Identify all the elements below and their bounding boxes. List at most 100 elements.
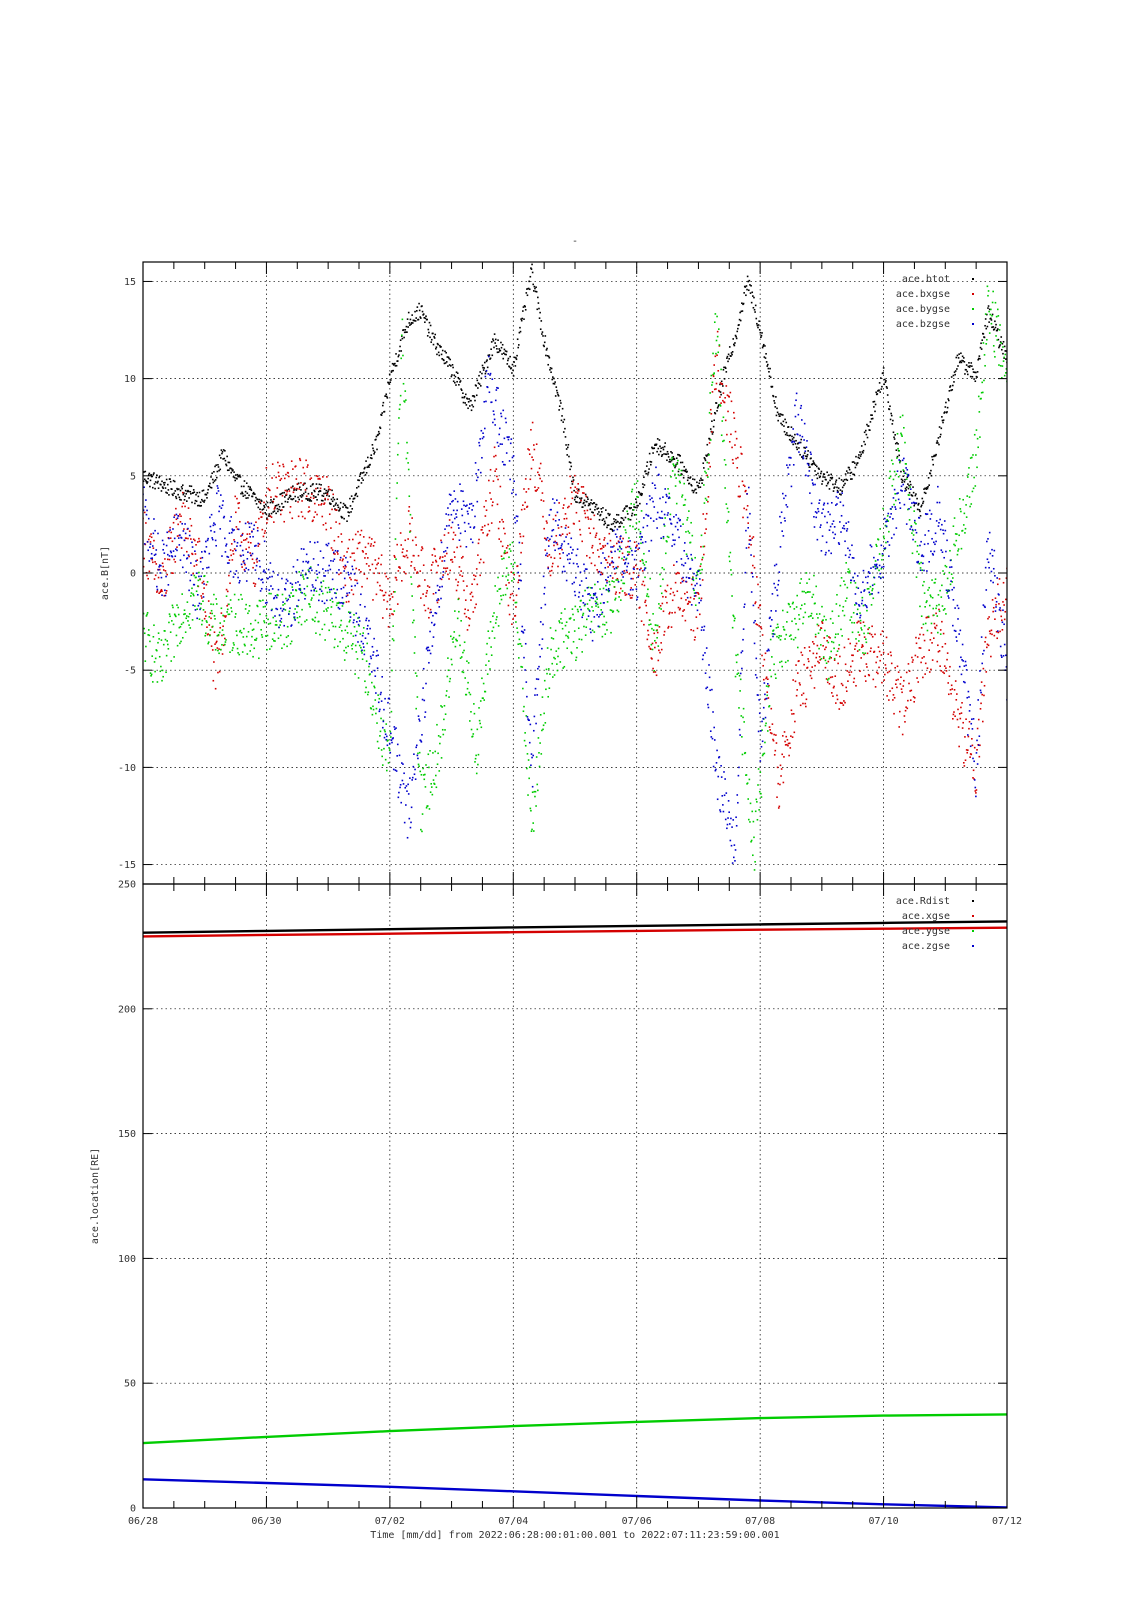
- data-point: [152, 547, 155, 549]
- data-point: [553, 383, 556, 385]
- data-point: [319, 487, 322, 490]
- data-point: [648, 645, 650, 648]
- data-point: [644, 470, 647, 472]
- data-point: [337, 536, 340, 538]
- data-point: [255, 496, 257, 499]
- data-point: [778, 805, 781, 808]
- data-point: [778, 634, 781, 637]
- data-point: [312, 497, 315, 500]
- data-point: [526, 767, 528, 770]
- data-point: [442, 574, 445, 576]
- data-point: [717, 351, 720, 354]
- data-point: [621, 517, 624, 520]
- data-point: [1003, 618, 1006, 621]
- data-point: [311, 569, 313, 572]
- data-point: [356, 547, 359, 550]
- data-point: [633, 483, 636, 485]
- data-point: [954, 680, 957, 682]
- data-point: [962, 524, 965, 526]
- data-point: [790, 634, 792, 636]
- data-point: [316, 576, 319, 579]
- data-point: [236, 473, 239, 476]
- data-point: [554, 381, 556, 383]
- data-point: [662, 448, 665, 451]
- data-point: [449, 559, 452, 561]
- data-point: [637, 548, 639, 551]
- data-point: [725, 371, 728, 373]
- data-point: [340, 619, 343, 622]
- data-point: [379, 735, 381, 737]
- data-point: [742, 516, 744, 519]
- data-point: [570, 465, 573, 468]
- data-point: [444, 350, 446, 353]
- data-point: [223, 515, 226, 518]
- data-point: [968, 467, 970, 469]
- data-point: [855, 684, 857, 687]
- data-point: [628, 551, 631, 553]
- data-point: [785, 735, 788, 738]
- data-point: [175, 507, 177, 510]
- data-point: [664, 589, 667, 592]
- data-point: [408, 322, 411, 324]
- data-point: [980, 342, 982, 345]
- data-point: [626, 545, 629, 548]
- data-point: [354, 494, 356, 497]
- data-point: [212, 679, 215, 682]
- data-point: [403, 401, 406, 403]
- data-point: [375, 567, 377, 570]
- data-point: [261, 578, 264, 581]
- data-point: [407, 783, 409, 786]
- data-point: [562, 641, 565, 643]
- data-point: [276, 608, 279, 611]
- data-point: [765, 677, 767, 680]
- data-point: [243, 643, 246, 646]
- data-point: [851, 621, 853, 624]
- data-point: [208, 485, 211, 487]
- data-point: [935, 612, 937, 615]
- data-point: [436, 353, 438, 356]
- data-point: [383, 708, 385, 711]
- data-point: [422, 767, 424, 770]
- data-point: [281, 494, 284, 497]
- data-point: [807, 450, 809, 452]
- data-point: [518, 575, 521, 577]
- data-point: [320, 499, 323, 502]
- data-point: [300, 496, 303, 498]
- data-point: [374, 699, 377, 701]
- data-point: [987, 290, 990, 292]
- data-point: [270, 645, 273, 648]
- data-point: [952, 577, 954, 579]
- data-point: [171, 493, 174, 496]
- data-point: [888, 699, 890, 701]
- data-point: [627, 518, 630, 521]
- data-point: [259, 508, 261, 511]
- data-point: [143, 486, 145, 489]
- data-point: [667, 625, 670, 628]
- data-point: [487, 523, 490, 526]
- data-point: [615, 542, 618, 545]
- data-point: [652, 613, 654, 615]
- data-point: [255, 521, 257, 524]
- data-point: [617, 565, 619, 568]
- data-point: [483, 361, 486, 364]
- data-point: [629, 594, 631, 597]
- data-point: [275, 504, 278, 507]
- data-point: [919, 605, 921, 608]
- data-point: [175, 518, 178, 521]
- data-point: [576, 496, 579, 499]
- data-point: [226, 455, 228, 458]
- data-point: [804, 611, 807, 614]
- data-point: [604, 522, 607, 525]
- data-point: [660, 592, 663, 595]
- data-point: [265, 614, 268, 617]
- data-point: [275, 620, 277, 623]
- data-point: [932, 455, 935, 458]
- data-point: [659, 605, 662, 607]
- data-point: [655, 624, 657, 627]
- data-point: [893, 712, 895, 715]
- data-point: [696, 627, 699, 630]
- data-point: [348, 511, 351, 514]
- data-point: [489, 492, 491, 494]
- data-point: [464, 608, 466, 611]
- data-point: [563, 665, 566, 668]
